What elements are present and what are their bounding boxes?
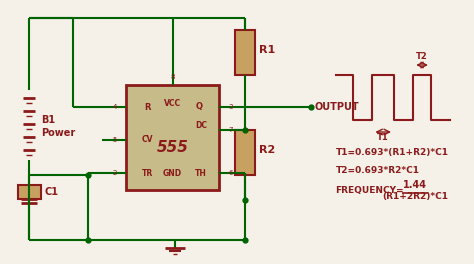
Bar [18,185,41,199]
Text: FREQUENCY=: FREQUENCY= [336,186,404,195]
Text: R1: R1 [259,45,275,55]
Text: 7: 7 [228,127,233,133]
Text: TR: TR [142,168,154,177]
Text: GND: GND [163,168,182,177]
Text: T2=0.693*R2*C1: T2=0.693*R2*C1 [336,166,419,175]
Text: 6: 6 [228,170,233,176]
Text: TH: TH [195,168,207,177]
Text: Q: Q [196,102,203,111]
Text: 8: 8 [170,74,175,80]
Text: T2: T2 [416,52,428,61]
Text: 555: 555 [157,139,189,154]
Bar [236,130,255,175]
Bar [236,30,255,75]
Text: T1: T1 [377,133,389,142]
Bar [127,85,219,190]
Text: T1=0.693*(R1+R2)*C1: T1=0.693*(R1+R2)*C1 [336,148,448,157]
Text: 3: 3 [228,104,233,110]
Text: 4: 4 [112,104,117,110]
Text: DC: DC [195,120,207,130]
Text: 5: 5 [112,137,117,143]
Text: C1: C1 [45,187,59,197]
Text: VCC: VCC [164,98,181,107]
Text: Power: Power [41,128,75,138]
Text: B1: B1 [41,115,55,125]
Text: (R1+2R2)*C1: (R1+2R2)*C1 [382,192,448,201]
Text: CV: CV [142,135,154,144]
Text: OUTPUT: OUTPUT [314,102,359,112]
Bar [24,90,34,160]
Text: R2: R2 [259,145,275,155]
Text: 2: 2 [112,170,117,176]
Text: 1.44: 1.44 [403,180,427,190]
Text: R: R [145,102,151,111]
